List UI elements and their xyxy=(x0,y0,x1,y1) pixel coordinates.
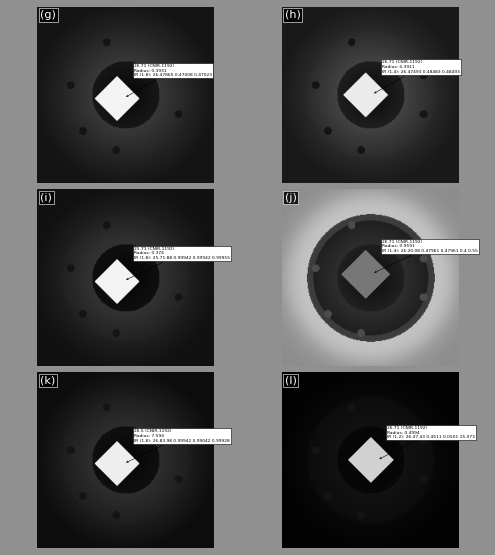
Text: 25.71 (CNIR-1192)
Radius: 0.374
IR (1.8): 25.71.88 0.99942 0.99942 0.99955: 25.71 (CNIR-1192) Radius: 0.374 IR (1.8)… xyxy=(127,246,230,280)
Text: 26.71 (CNIR-1192)
Radius: 0.4994
IR (1.2): 26.47.43 0.4511 0.0501 15.073: 26.71 (CNIR-1192) Radius: 0.4994 IR (1.2… xyxy=(380,426,475,459)
Text: (h): (h) xyxy=(285,10,301,20)
Text: 26.71 (CNIR-1192)
Radius: 0.3931
IR (1.8): 26.47865 0.47008 0.47023: 26.71 (CNIR-1192) Radius: 0.3931 IR (1.8… xyxy=(126,64,212,97)
Text: (l): (l) xyxy=(285,375,297,385)
Text: (i): (i) xyxy=(41,193,52,203)
Text: 26.71 (CNIR-1192)
Radius: 0.9591
IR (1.4): 26.20.08 0.47961 0.47961 0.4 0.55: 26.71 (CNIR-1192) Radius: 0.9591 IR (1.4… xyxy=(375,240,478,273)
Text: (j): (j) xyxy=(285,193,297,203)
Text: (k): (k) xyxy=(41,375,55,385)
Text: 26.71 (CNIR-1192)
Radius: 0.3911
IR (1.4): 26.47493 0.48483 0.48493: 26.71 (CNIR-1192) Radius: 0.3911 IR (1.4… xyxy=(375,60,460,93)
Text: (g): (g) xyxy=(41,10,56,20)
Text: 26.5 (CNIR-1192)
Radius: 7.594
IR (1.8): 26.83.98 0.99942 0.99042 0.99928: 26.5 (CNIR-1192) Radius: 7.594 IR (1.8):… xyxy=(127,430,230,462)
